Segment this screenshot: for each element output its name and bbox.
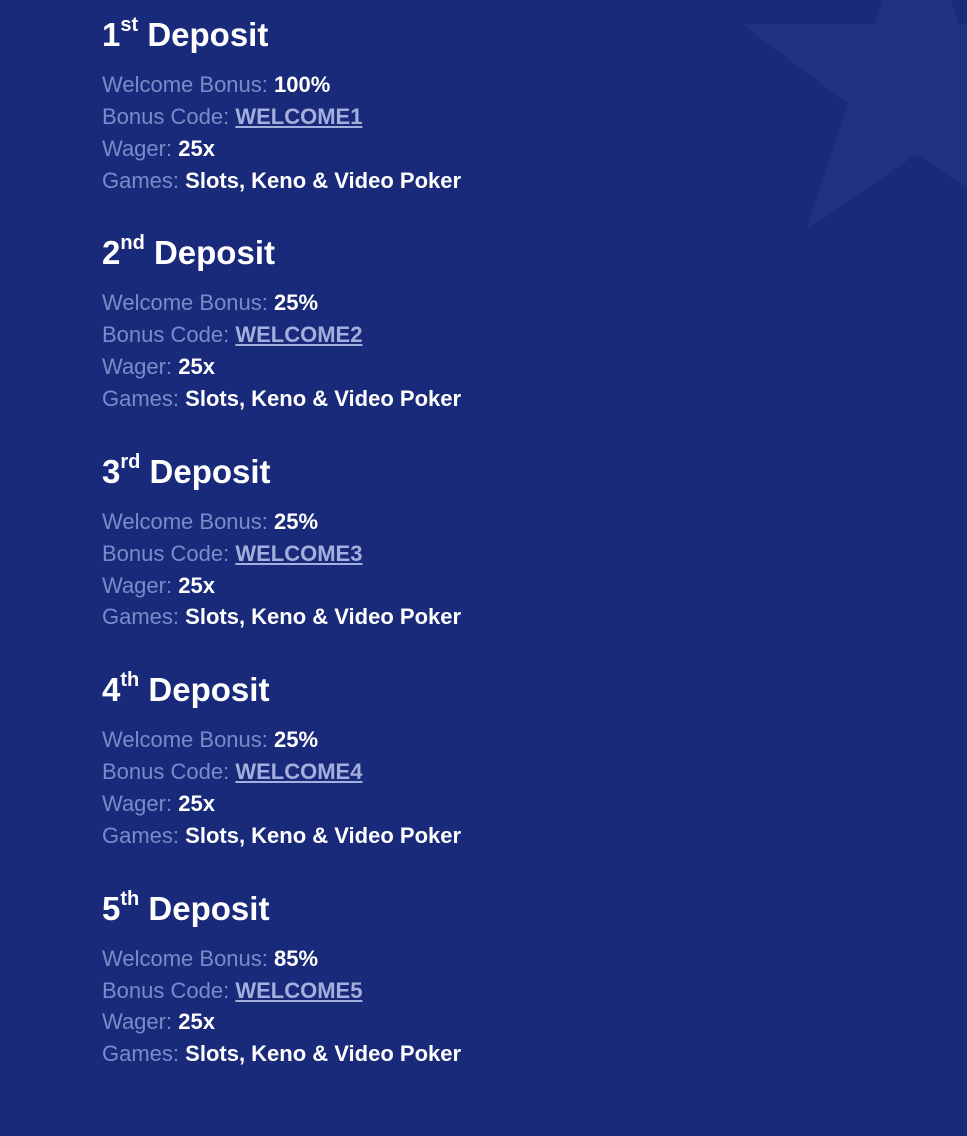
welcome-bonus-row: Welcome Bonus: 85% bbox=[102, 943, 865, 975]
deposit-block: 4th Deposit Welcome Bonus: 25% Bonus Cod… bbox=[102, 669, 865, 851]
games-value: Slots, Keno & Video Poker bbox=[185, 386, 461, 411]
deposit-block: 5th Deposit Welcome Bonus: 85% Bonus Cod… bbox=[102, 888, 865, 1070]
bonus-code-link[interactable]: WELCOME1 bbox=[235, 104, 362, 129]
welcome-bonus-row: Welcome Bonus: 25% bbox=[102, 724, 865, 756]
bonus-code-label: Bonus Code: bbox=[102, 759, 229, 784]
wager-value: 25x bbox=[178, 791, 215, 816]
bonus-code-label: Bonus Code: bbox=[102, 978, 229, 1003]
wager-label: Wager: bbox=[102, 136, 172, 161]
deposit-block: 1st Deposit Welcome Bonus: 100% Bonus Co… bbox=[102, 14, 865, 196]
welcome-bonus-value: 85% bbox=[274, 946, 318, 971]
games-value: Slots, Keno & Video Poker bbox=[185, 168, 461, 193]
welcome-bonus-value: 25% bbox=[274, 290, 318, 315]
games-label: Games: bbox=[102, 604, 179, 629]
bonus-code-row: Bonus Code: WELCOME4 bbox=[102, 756, 865, 788]
deposit-word: Deposit bbox=[154, 234, 275, 271]
deposit-title: 3rd Deposit bbox=[102, 451, 865, 494]
games-label: Games: bbox=[102, 168, 179, 193]
bonus-code-link[interactable]: WELCOME4 bbox=[235, 759, 362, 784]
games-label: Games: bbox=[102, 1041, 179, 1066]
welcome-bonus-label: Welcome Bonus: bbox=[102, 946, 268, 971]
welcome-bonus-label: Welcome Bonus: bbox=[102, 509, 268, 534]
games-value: Slots, Keno & Video Poker bbox=[185, 604, 461, 629]
ordinal-suffix: rd bbox=[120, 451, 140, 473]
wager-value: 25x bbox=[178, 573, 215, 598]
welcome-bonus-value: 25% bbox=[274, 509, 318, 534]
games-row: Games: Slots, Keno & Video Poker bbox=[102, 1038, 865, 1070]
wager-value: 25x bbox=[178, 136, 215, 161]
ordinal-number: 4 bbox=[102, 671, 120, 708]
welcome-bonus-value: 25% bbox=[274, 727, 318, 752]
wager-label: Wager: bbox=[102, 354, 172, 379]
deposit-title: 5th Deposit bbox=[102, 888, 865, 931]
welcome-bonus-label: Welcome Bonus: bbox=[102, 727, 268, 752]
wager-label: Wager: bbox=[102, 573, 172, 598]
ordinal-number: 3 bbox=[102, 453, 120, 490]
welcome-bonus-label: Welcome Bonus: bbox=[102, 72, 268, 97]
deposit-block: 3rd Deposit Welcome Bonus: 25% Bonus Cod… bbox=[102, 451, 865, 633]
wager-row: Wager: 25x bbox=[102, 1006, 865, 1038]
bonus-code-link[interactable]: WELCOME5 bbox=[235, 978, 362, 1003]
welcome-bonus-label: Welcome Bonus: bbox=[102, 290, 268, 315]
bonus-code-link[interactable]: WELCOME3 bbox=[235, 541, 362, 566]
games-value: Slots, Keno & Video Poker bbox=[185, 1041, 461, 1066]
bonus-code-label: Bonus Code: bbox=[102, 322, 229, 347]
wager-row: Wager: 25x bbox=[102, 570, 865, 602]
deposit-word: Deposit bbox=[147, 16, 268, 53]
welcome-bonus-value: 100% bbox=[274, 72, 330, 97]
deposit-title: 4th Deposit bbox=[102, 669, 865, 712]
ordinal-suffix: st bbox=[120, 14, 138, 36]
ordinal-suffix: th bbox=[120, 669, 139, 691]
games-label: Games: bbox=[102, 823, 179, 848]
games-row: Games: Slots, Keno & Video Poker bbox=[102, 601, 865, 633]
deposits-list: 1st Deposit Welcome Bonus: 100% Bonus Co… bbox=[0, 0, 967, 1136]
wager-row: Wager: 25x bbox=[102, 351, 865, 383]
deposit-title: 2nd Deposit bbox=[102, 232, 865, 275]
bonus-code-row: Bonus Code: WELCOME3 bbox=[102, 538, 865, 570]
ordinal-suffix: nd bbox=[120, 232, 144, 254]
deposit-word: Deposit bbox=[148, 671, 269, 708]
welcome-bonus-row: Welcome Bonus: 25% bbox=[102, 287, 865, 319]
games-row: Games: Slots, Keno & Video Poker bbox=[102, 165, 865, 197]
wager-row: Wager: 25x bbox=[102, 133, 865, 165]
wager-value: 25x bbox=[178, 1009, 215, 1034]
bonus-code-label: Bonus Code: bbox=[102, 104, 229, 129]
deposit-block: 2nd Deposit Welcome Bonus: 25% Bonus Cod… bbox=[102, 232, 865, 414]
bonus-code-link[interactable]: WELCOME2 bbox=[235, 322, 362, 347]
games-row: Games: Slots, Keno & Video Poker bbox=[102, 820, 865, 852]
ordinal-number: 2 bbox=[102, 234, 120, 271]
wager-label: Wager: bbox=[102, 1009, 172, 1034]
bonus-code-row: Bonus Code: WELCOME5 bbox=[102, 975, 865, 1007]
games-row: Games: Slots, Keno & Video Poker bbox=[102, 383, 865, 415]
welcome-bonus-row: Welcome Bonus: 100% bbox=[102, 69, 865, 101]
bonus-code-label: Bonus Code: bbox=[102, 541, 229, 566]
games-label: Games: bbox=[102, 386, 179, 411]
bonus-code-row: Bonus Code: WELCOME2 bbox=[102, 319, 865, 351]
wager-row: Wager: 25x bbox=[102, 788, 865, 820]
welcome-bonus-row: Welcome Bonus: 25% bbox=[102, 506, 865, 538]
ordinal-number: 1 bbox=[102, 16, 120, 53]
ordinal-suffix: th bbox=[120, 888, 139, 910]
deposit-word: Deposit bbox=[148, 890, 269, 927]
deposit-title: 1st Deposit bbox=[102, 14, 865, 57]
bonus-code-row: Bonus Code: WELCOME1 bbox=[102, 101, 865, 133]
wager-label: Wager: bbox=[102, 791, 172, 816]
ordinal-number: 5 bbox=[102, 890, 120, 927]
wager-value: 25x bbox=[178, 354, 215, 379]
deposit-word: Deposit bbox=[150, 453, 271, 490]
games-value: Slots, Keno & Video Poker bbox=[185, 823, 461, 848]
